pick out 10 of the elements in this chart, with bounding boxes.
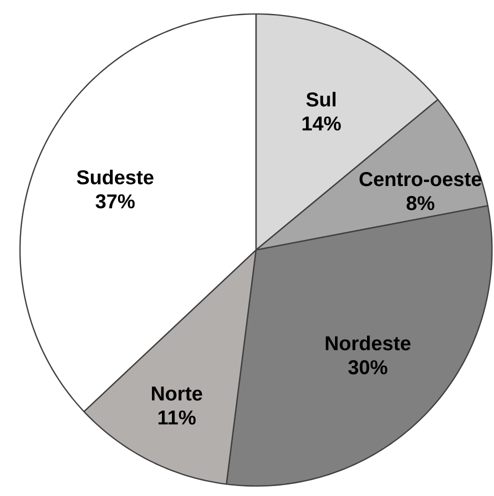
slice-label: Nordeste	[326, 336, 410, 350]
slice-label: Sudeste	[76, 170, 154, 184]
data-label: 8%	[406, 196, 434, 210]
slice-label: Centro-oeste	[360, 172, 482, 186]
data-label: 11%	[158, 410, 196, 425]
data-label: 37%	[96, 194, 135, 208]
data-label: 30%	[348, 360, 388, 374]
slice-label: Norte	[152, 386, 202, 401]
data-label: 14%	[302, 116, 341, 131]
slice-label: Sul	[306, 92, 336, 107]
